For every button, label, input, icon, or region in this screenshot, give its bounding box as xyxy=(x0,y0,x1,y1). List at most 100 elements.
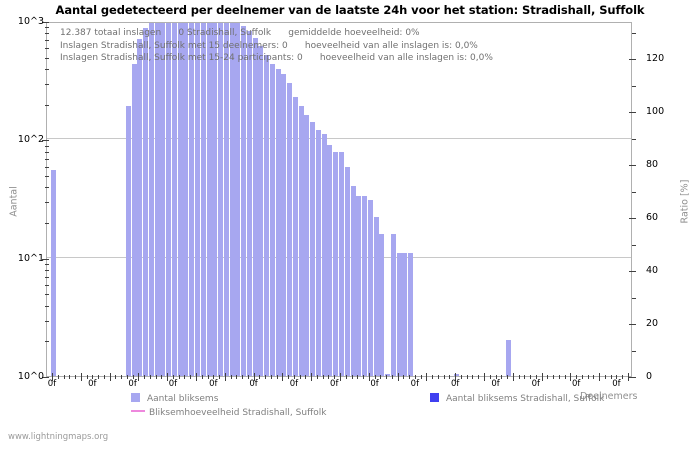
y-axis-tick-left xyxy=(45,305,49,307)
x-axis-tick xyxy=(535,375,537,379)
y-axis-tick-left xyxy=(45,294,49,296)
y-axis-label-left: 10^0 xyxy=(17,371,44,382)
bar xyxy=(137,39,143,376)
x-axis-label: 0f xyxy=(571,379,581,389)
x-axis-tick xyxy=(184,375,186,379)
x-axis-tick xyxy=(155,375,157,379)
y-axis-label-left: 10^1 xyxy=(17,252,44,264)
y-axis-tick-left xyxy=(45,48,49,50)
x-axis-tick xyxy=(409,375,411,379)
x-axis-label: 0f xyxy=(330,379,339,389)
bar xyxy=(281,73,287,376)
bar xyxy=(148,23,154,376)
x-axis-tick xyxy=(351,375,353,379)
x-axis-tick xyxy=(426,373,428,381)
bar xyxy=(223,23,229,376)
x-axis-label: 0f xyxy=(531,379,541,389)
x-axis-tick xyxy=(80,373,82,381)
bar xyxy=(160,23,166,376)
legend-entry[interactable]: Aantal bliksems Stradishall, Suffolk xyxy=(430,393,604,404)
y-axis-tick-right xyxy=(632,350,636,352)
x-axis-tick xyxy=(345,375,347,379)
y-axis-tick-left xyxy=(45,40,49,42)
y-axis-tick-left xyxy=(42,377,49,378)
x-axis-tick xyxy=(512,373,514,381)
bar xyxy=(315,129,321,376)
bar xyxy=(367,199,373,376)
x-axis-label: 0f xyxy=(249,379,258,389)
annotation-line: 12.387 totaal inslagen 0 Stradishall, Su… xyxy=(60,28,420,38)
x-axis-tick xyxy=(132,375,134,379)
x-axis-label: 0f xyxy=(450,379,460,389)
bar xyxy=(171,23,177,376)
x-axis-tick xyxy=(305,375,307,379)
x-axis-tick xyxy=(57,375,59,379)
x-axis-label: 0f xyxy=(128,379,137,389)
y-axis-tick-left xyxy=(45,145,49,147)
bar xyxy=(177,23,183,376)
x-axis-tick xyxy=(282,373,284,381)
x-axis-label: 0f xyxy=(612,379,621,389)
legend-entry[interactable]: Aantal bliksems xyxy=(131,393,218,404)
y-axis-tick-left xyxy=(42,258,49,260)
bar xyxy=(212,23,218,376)
bar xyxy=(408,252,414,376)
x-axis-tick xyxy=(311,373,313,381)
y-axis-tick-left xyxy=(45,175,49,177)
y-axis-label-right: 80 xyxy=(646,159,659,171)
bar xyxy=(327,144,333,376)
x-axis-tick xyxy=(472,375,474,379)
y-axis-label-right: 60 xyxy=(646,212,659,224)
bar xyxy=(333,152,339,376)
x-axis-tick xyxy=(547,375,549,379)
x-axis-tick xyxy=(138,373,140,381)
y-axis-tick-right xyxy=(629,165,636,167)
x-axis-tick xyxy=(403,375,405,379)
y-axis-tick-right xyxy=(632,32,636,34)
x-axis-tick xyxy=(397,373,399,381)
annotation-block: 12.387 totaal inslagen 0 Stradishall, Su… xyxy=(60,27,493,65)
y-axis-label-right: 20 xyxy=(646,318,659,329)
x-axis-tick xyxy=(524,375,526,379)
x-axis-tick xyxy=(328,375,330,379)
legend-swatch-marker xyxy=(131,393,140,402)
x-axis-tick xyxy=(374,375,376,379)
x-axis-tick xyxy=(478,375,480,379)
y-axis-tick-left xyxy=(45,27,49,29)
bar xyxy=(506,340,512,376)
bar xyxy=(131,64,137,376)
x-axis-tick xyxy=(86,375,88,379)
bar xyxy=(350,186,356,376)
bar xyxy=(252,37,258,376)
bar xyxy=(154,23,160,376)
x-axis-tick xyxy=(201,375,203,379)
bar xyxy=(292,96,298,376)
y-axis-label-right: 120 xyxy=(646,53,665,65)
y-axis-label-right: 40 xyxy=(646,265,659,277)
bar xyxy=(206,23,212,376)
bar xyxy=(229,23,235,376)
x-axis-tick xyxy=(109,373,111,381)
y-axis-tick-right xyxy=(629,59,636,61)
y-axis-tick-left xyxy=(45,158,49,160)
x-axis-tick xyxy=(564,375,566,379)
x-axis-tick xyxy=(316,375,318,379)
x-axis-tick xyxy=(507,375,509,379)
x-axis-tick xyxy=(593,375,595,379)
y-axis-label-right: 0 xyxy=(646,371,653,382)
x-axis-tick xyxy=(190,375,192,379)
x-axis-tick xyxy=(357,375,359,379)
x-axis-tick xyxy=(242,375,244,379)
x-axis-tick xyxy=(518,375,520,379)
x-axis-tick xyxy=(276,375,278,379)
y-axis-tick-right xyxy=(629,112,636,114)
legend-entry[interactable]: Bliksemhoeveelheid Stradishall, Suffolk xyxy=(131,408,326,418)
y-axis-tick-right xyxy=(632,191,636,193)
y-axis-label-right: 100 xyxy=(646,106,665,118)
x-axis-tick xyxy=(293,375,295,379)
x-axis-tick xyxy=(380,375,382,379)
x-axis-tick xyxy=(172,375,174,379)
bar xyxy=(246,30,252,376)
x-axis-tick xyxy=(144,375,146,379)
x-axis-label: 0f xyxy=(289,379,299,389)
